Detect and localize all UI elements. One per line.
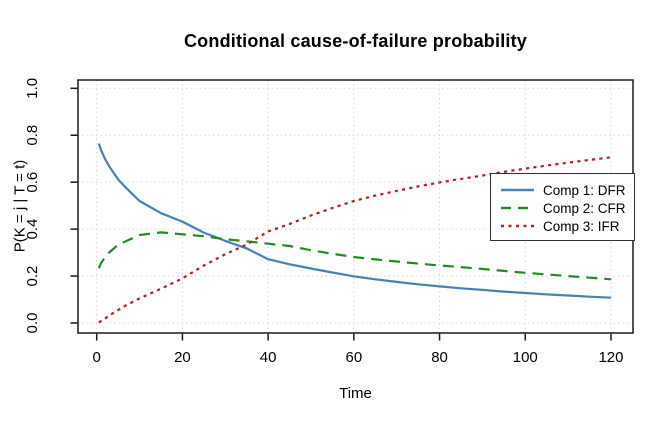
legend-line-sample xyxy=(501,224,534,228)
x-tick-label: 0 xyxy=(93,349,101,366)
x-tick-label: 40 xyxy=(260,349,277,366)
x-tick-label: 120 xyxy=(598,349,623,366)
legend-item-label: Comp 2: CFR xyxy=(543,200,626,216)
x-tick-label: 60 xyxy=(345,349,362,366)
x-tick-label: 100 xyxy=(513,349,538,366)
x-axis-label: Time xyxy=(339,385,372,402)
x-tick-label: 20 xyxy=(174,349,191,366)
legend-box: Comp 1: DFR Comp 2: CFR Comp 3: IFR xyxy=(490,173,635,241)
x-tick-label: 80 xyxy=(431,349,448,366)
y-tick-label: 0.8 xyxy=(24,125,41,146)
legend-line-sample xyxy=(501,206,534,210)
y-tick-label: 0.4 xyxy=(24,219,41,240)
series-line-3 xyxy=(98,156,612,324)
y-tick-label: 0.2 xyxy=(24,266,41,287)
legend-item: Comp 2: CFR xyxy=(501,200,626,216)
series-line-2 xyxy=(97,231,612,281)
legend-item-label: Comp 3: IFR xyxy=(543,218,620,234)
chart-title: Conditional cause-of-failure probability xyxy=(183,31,528,51)
legend-line-sample xyxy=(501,188,534,192)
y-tick-label: 0.6 xyxy=(24,172,41,193)
series-line-1 xyxy=(97,143,612,299)
y-axis-label: P(K = j | T = t) xyxy=(11,159,29,253)
y-tick-label: 0.0 xyxy=(24,313,41,334)
legend-item: Comp 3: IFR xyxy=(501,218,624,234)
legend-item: Comp 1: DFR xyxy=(501,182,626,198)
y-tick-label: 1.0 xyxy=(24,78,41,99)
legend-item-label: Comp 1: DFR xyxy=(543,182,626,198)
